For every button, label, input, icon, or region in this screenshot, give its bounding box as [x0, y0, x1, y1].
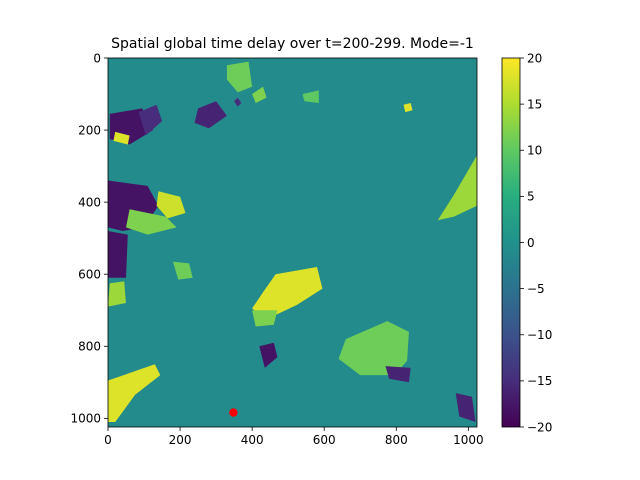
- colorbar-tick-label: −15: [527, 374, 552, 388]
- heatmap-region-10: [252, 310, 278, 327]
- heatmap-region-4: [108, 231, 128, 278]
- heatmap-background: [108, 58, 477, 427]
- heatmap-region-22: [234, 97, 242, 107]
- y-axis: 0 200 400 600 800 1000: [70, 51, 108, 426]
- heatmap-region-16: [437, 155, 477, 221]
- heatmap-region-14: [385, 366, 411, 383]
- y-tick-label: 200: [78, 123, 101, 137]
- colorbar-gradient: [501, 57, 521, 428]
- x-tick-label: 800: [385, 433, 408, 447]
- heatmap-region-19: [302, 90, 319, 103]
- y-tick-label: 600: [78, 268, 101, 282]
- colorbar-tick-label: 5: [527, 190, 535, 204]
- heatmap-region-12: [108, 364, 161, 422]
- x-tick-label: 200: [169, 433, 192, 447]
- x-tick-label: 600: [313, 433, 336, 447]
- y-tick-label: 0: [93, 51, 101, 65]
- x-tick-label: 1000: [453, 433, 484, 447]
- red-marker: [229, 408, 238, 417]
- heatmap-region-8: [172, 261, 193, 280]
- x-tick-label: 400: [241, 433, 264, 447]
- heatmap-region-2: [113, 131, 130, 145]
- y-tick-label: 800: [78, 340, 101, 354]
- heatmap-region-15: [455, 393, 476, 422]
- heatmap-region-1: [138, 104, 163, 136]
- heatmap-region-6: [126, 209, 177, 235]
- colorbar-tick-label: −5: [527, 282, 545, 296]
- heatmap-regions: [108, 61, 477, 422]
- colorbar-tick-label: 0: [527, 236, 535, 250]
- heatmap-region-9: [252, 267, 323, 320]
- colorbar-ticks: 20 15 10 5 0 −5 −10 −15 −20: [520, 51, 552, 434]
- x-tick-label: 0: [104, 433, 112, 447]
- heatmap-region-7: [108, 281, 126, 307]
- heatmap-region-21: [403, 103, 413, 113]
- colorbar-tick-label: −10: [527, 328, 552, 342]
- colorbar-tick-label: 10: [527, 144, 542, 158]
- chart-title: Spatial global time delay over t=200-299…: [111, 36, 474, 52]
- heatmap-region-13: [338, 321, 409, 376]
- y-tick-label: 1000: [70, 412, 101, 426]
- heatmap-region-5: [156, 191, 186, 219]
- y-tick-label: 400: [78, 195, 101, 209]
- x-axis: 0 200 400 600 800 1000: [104, 427, 484, 447]
- colorbar-tick-label: 20: [527, 51, 542, 65]
- heatmap-region-18: [252, 86, 267, 103]
- heatmap-region-17: [226, 61, 253, 93]
- plot-area: [107, 57, 478, 428]
- heatmap-region-20: [194, 101, 227, 129]
- colorbar-tick-label: 15: [527, 97, 542, 111]
- heatmap-region-11: [259, 342, 278, 368]
- colorbar-tick-label: −20: [527, 420, 552, 434]
- colorbar: 20 15 10 5 0 −5 −10 −15 −20: [501, 51, 552, 434]
- plot-frame: [107, 57, 478, 428]
- marker-layer: [229, 408, 238, 417]
